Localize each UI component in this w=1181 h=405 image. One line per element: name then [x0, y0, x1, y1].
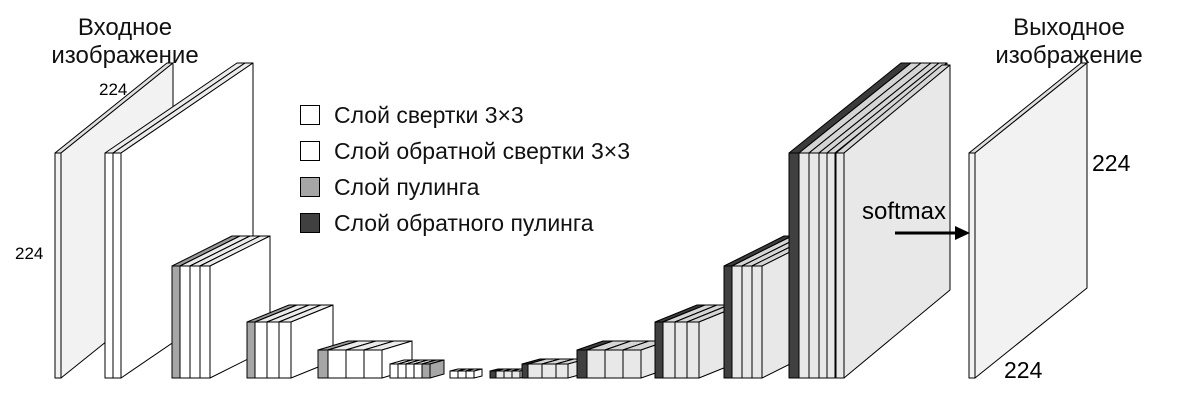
legend-label-deconv: Слой обратной свертки 3×3	[334, 137, 631, 164]
input-image-front	[54, 152, 62, 379]
legend-swatch-conv	[300, 105, 320, 125]
output-image-side	[974, 62, 1088, 379]
enc-stage-2-layer-1-front	[179, 265, 191, 379]
enc-stage-5-layer-3-front	[413, 363, 423, 379]
bottleneck-b-layer-3-front	[511, 370, 521, 379]
enc-stage-5-layer-2-front	[405, 363, 415, 379]
dec-stage-2-layer-0-front	[576, 349, 588, 379]
dec-stage-1-layer-0-front	[521, 363, 529, 379]
enc-stage-4-layer-2-front	[345, 349, 365, 379]
enc-stage-2-layer-3-front	[199, 265, 211, 379]
input-image-title: Входное изображение	[20, 14, 230, 70]
output-image-front	[968, 152, 976, 379]
output-title-line2: изображение	[995, 42, 1143, 69]
dec-stage-1-layer-2-front	[541, 363, 557, 379]
softmax-label: softmax	[862, 198, 947, 225]
input-title-line2: изображение	[51, 42, 199, 69]
enc-stage-2-layer-0-front	[171, 265, 181, 379]
enc-stage-4-layer-1-front	[327, 349, 347, 379]
dec-stage-5-layer-4-front	[826, 152, 836, 379]
input-width-label: 224	[99, 80, 128, 99]
legend-label-pool: Слой пулинга	[334, 173, 480, 200]
legend-item-deconv: Слой обратной свертки 3×3	[300, 133, 630, 169]
enc-stage-5-layer-0-front	[389, 363, 399, 379]
dec-stage-4-layer-0-front	[723, 265, 733, 379]
enc-stage-4-layer-3-front	[363, 349, 383, 379]
bottleneck-b-layer-0-front	[489, 370, 497, 379]
input-height-label: 224	[15, 244, 44, 263]
output-height-label: 224	[1092, 150, 1131, 176]
bottleneck-b-layer-2-front	[503, 370, 513, 379]
dec-stage-5-layer-3-front	[818, 152, 828, 379]
dec-stage-3-layer-0-front	[654, 321, 664, 379]
output-width-label: 224	[1004, 357, 1043, 383]
enc-stage-3-layer-3-front	[278, 321, 292, 379]
bottleneck-a-layer-1-front	[457, 370, 467, 379]
dec-final-layer-front	[835, 152, 845, 379]
legend-swatch-pool	[300, 177, 320, 197]
enc-stage-1-layer-1-front	[112, 152, 122, 379]
legend-swatch-deconv	[300, 141, 320, 161]
dec-stage-3-layer-1-front	[662, 321, 676, 379]
enc-stage-3-layer-0-front	[246, 321, 256, 379]
enc-stage-2-layer-2-front	[189, 265, 201, 379]
dec-stage-4-layer-2-front	[741, 265, 753, 379]
dec-stage-1-layer-1-front	[527, 363, 543, 379]
dec-stage-3-layer-2-front	[674, 321, 688, 379]
enc-stage-1-layer-0-front	[104, 152, 114, 379]
output-title-line1: Выходное	[1013, 14, 1125, 41]
dec-stage-2-layer-2-front	[604, 349, 624, 379]
dec-stage-4-layer-3-front	[751, 265, 763, 379]
legend-swatch-unpool	[300, 213, 320, 233]
bottleneck-b-layer-1-front	[495, 370, 505, 379]
enc-stage-3-layer-2-front	[266, 321, 280, 379]
input-title-line1: Входное	[77, 14, 173, 41]
enc-stage-3-layer-1-front	[254, 321, 268, 379]
dec-stage-2-layer-3-front	[622, 349, 642, 379]
dec-stage-5-layer-2-front	[808, 152, 820, 379]
enc-stage-4-layer-0-front	[317, 349, 329, 379]
legend-label-conv: Слой свертки 3×3	[334, 101, 524, 128]
legend-item-conv: Слой свертки 3×3	[300, 97, 630, 133]
softmax-arrow	[895, 226, 970, 240]
enc-stage-5-layer-4-front	[421, 363, 431, 379]
dec-stage-1-layer-3-front	[555, 363, 569, 379]
dec-stage-2-layer-1-front	[586, 349, 606, 379]
enc-stage-5-layer-1-front	[397, 363, 407, 379]
legend-item-unpool: Слой обратного пулинга	[300, 205, 630, 241]
bottleneck-a-layer-2-front	[465, 370, 475, 379]
dec-stage-3-layer-3-front	[686, 321, 700, 379]
legend-label-unpool: Слой обратного пулинга	[334, 209, 594, 236]
legend-item-pool: Слой пулинга	[300, 169, 630, 205]
bottleneck-a-layer-0-front	[449, 370, 459, 379]
dec-stage-5-layer-1-front	[798, 152, 810, 379]
legend: Слой свертки 3×3 Слой обратной свертки 3…	[300, 97, 630, 241]
dec-stage-5-layer-0-front	[788, 152, 800, 379]
bottleneck-a-layer-2-side	[473, 368, 483, 379]
output-image-title: Выходное изображение	[964, 14, 1174, 70]
dec-stage-4-layer-1-front	[731, 265, 743, 379]
